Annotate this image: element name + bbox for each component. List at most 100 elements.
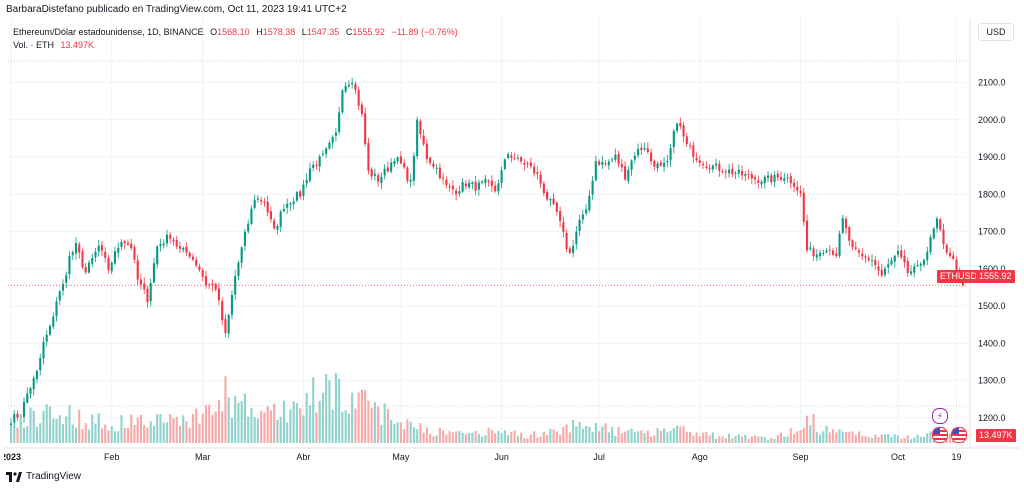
volume-bar	[776, 435, 779, 443]
candle-body	[672, 130, 675, 148]
candle-body	[932, 228, 935, 239]
volume-bar	[256, 418, 259, 443]
candle-body	[442, 177, 445, 179]
volume-bar	[734, 436, 737, 443]
volume-bar	[546, 435, 549, 443]
volume-bar	[276, 419, 279, 443]
volume-bar	[630, 428, 633, 443]
volume-bar	[208, 404, 211, 443]
legend-volume-label[interactable]: Vol. · ETH	[13, 40, 55, 50]
candle-body	[578, 219, 581, 232]
us-flag-icon[interactable]	[951, 427, 967, 443]
candle-body	[510, 155, 513, 158]
volume-bar	[893, 434, 896, 443]
volume-bar	[445, 434, 448, 443]
candle-body	[682, 125, 685, 137]
volume-bar	[178, 426, 182, 443]
volume-bar	[874, 434, 877, 443]
candle-body	[562, 222, 565, 232]
candle-body	[614, 154, 617, 160]
candle-body	[734, 173, 737, 175]
candle-body	[890, 260, 893, 265]
candle-body	[204, 276, 208, 286]
candle-body	[403, 163, 406, 168]
volume-bar	[393, 423, 396, 443]
candle-body	[152, 263, 156, 283]
currency-button[interactable]: USD	[978, 23, 1014, 41]
volume-bar	[896, 435, 900, 443]
volume-bar	[185, 421, 188, 443]
volume-bar	[156, 414, 159, 443]
candle-body	[234, 276, 237, 295]
y-tick-label: 1600.0	[978, 264, 1006, 274]
volume-bar	[315, 412, 318, 443]
volume-bar	[341, 411, 344, 443]
tradingview-logo[interactable]: TradingView	[6, 471, 81, 482]
candle-body	[201, 270, 204, 277]
lightning-icon[interactable]: ⚡	[932, 408, 948, 424]
volume-bar	[68, 405, 71, 443]
candle-body	[864, 256, 867, 258]
candle-body	[851, 240, 854, 248]
volume-bar	[857, 431, 861, 443]
candle-body	[279, 211, 282, 227]
candle-body	[178, 246, 182, 249]
volume-bar	[533, 431, 536, 443]
candle-body	[939, 219, 942, 230]
volume-bar	[406, 419, 409, 443]
us-flag-icon[interactable]	[932, 427, 948, 443]
volume-bar	[870, 437, 874, 443]
candle-body	[357, 89, 360, 106]
candle-body	[107, 257, 110, 270]
candle-body	[763, 176, 766, 184]
x-tick-label: Feb	[104, 452, 120, 462]
volume-bar	[432, 436, 435, 443]
candle-body	[711, 165, 714, 170]
candle-body	[243, 231, 246, 246]
candle-body	[214, 283, 217, 290]
volume-bar	[520, 432, 523, 443]
volume-bar	[133, 425, 136, 443]
candle-body	[893, 255, 896, 262]
x-tick-label: Ago	[692, 452, 708, 462]
candle-body	[770, 175, 773, 183]
volume-bar	[812, 414, 815, 443]
volume-bar	[516, 436, 519, 443]
x-tick-label: Jun	[494, 452, 509, 462]
candle-body	[289, 203, 292, 205]
volume-bar	[464, 434, 467, 443]
candle-body	[260, 199, 263, 202]
volume-bar	[250, 408, 253, 443]
candle-body	[507, 154, 510, 159]
legend-symbol[interactable]: Ethereum/Dólar estadounidense, 1D, BINAN…	[13, 27, 204, 37]
candle-body	[650, 152, 653, 162]
candle-body	[744, 174, 747, 176]
volume-bar	[890, 436, 893, 443]
candle-body	[844, 218, 848, 229]
price-chart[interactable]: 1200.0 1300.0 1400.0 1500.0 1600.0 1700.0 1800…	[4, 18, 1020, 466]
candle-body	[643, 148, 646, 150]
candle-body	[94, 251, 97, 258]
candle-body	[156, 246, 159, 265]
candle-body	[84, 267, 87, 273]
candle-body	[549, 199, 552, 201]
volume-bar	[269, 410, 272, 443]
candle-body	[318, 156, 321, 167]
volume-bar	[360, 389, 363, 443]
candle-body	[494, 185, 497, 192]
candle-body	[503, 159, 506, 170]
volume-bar	[26, 426, 29, 443]
volume-bar	[390, 419, 393, 443]
volume-bar	[715, 438, 718, 443]
chart-panel[interactable]: 1200.0 1300.0 1400.0 1500.0 1600.0 1700.0 1800…	[4, 18, 1020, 466]
candle-body	[217, 288, 221, 301]
volume-bar	[16, 427, 19, 443]
candle-body	[237, 262, 240, 276]
volume-bar	[581, 428, 584, 443]
candle-body	[633, 155, 636, 160]
candle-body	[269, 211, 272, 220]
volume-bar	[461, 432, 464, 443]
candle-body	[718, 163, 721, 171]
volume-bar	[676, 425, 679, 443]
volume-bar	[880, 434, 883, 443]
